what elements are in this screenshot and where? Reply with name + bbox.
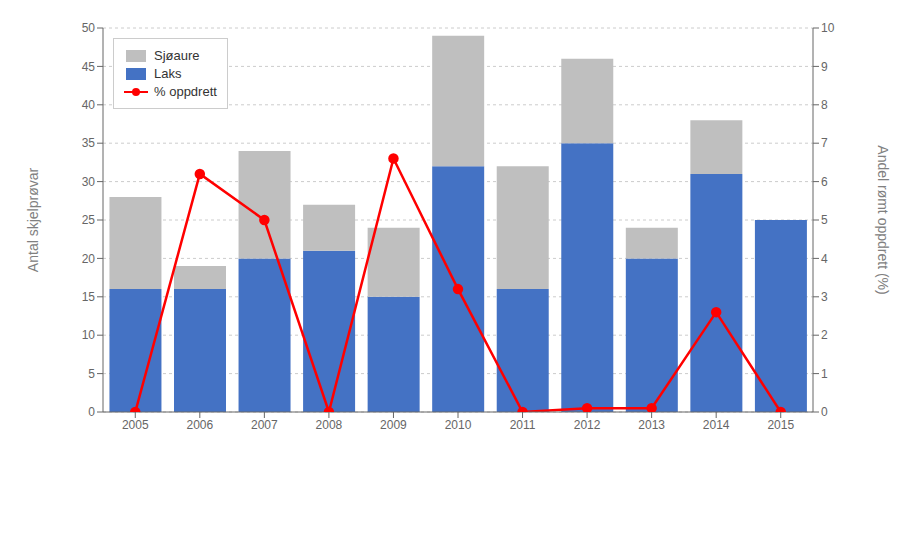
svg-text:2006: 2006 xyxy=(186,418,213,432)
svg-text:2008: 2008 xyxy=(316,418,343,432)
svg-text:2007: 2007 xyxy=(251,418,278,432)
svg-text:45: 45 xyxy=(82,60,96,74)
html-text:Laks: Laks xyxy=(154,66,182,81)
svg-text:2013: 2013 xyxy=(638,418,665,432)
svg-text:5: 5 xyxy=(88,367,95,381)
svg-text:0: 0 xyxy=(821,405,828,419)
html-text:% oppdrett: % oppdrett xyxy=(154,84,217,99)
svg-text:2005: 2005 xyxy=(122,418,149,432)
html-text:Sjøaure: Sjøaure xyxy=(154,48,200,63)
svg-text:2014: 2014 xyxy=(703,418,730,432)
svg-text:8: 8 xyxy=(821,98,828,112)
svg-text:2015: 2015 xyxy=(767,418,794,432)
svg-text:6: 6 xyxy=(821,175,828,189)
svg-text:2009: 2009 xyxy=(380,418,407,432)
svg-text:9: 9 xyxy=(821,60,828,74)
svg-text:2012: 2012 xyxy=(574,418,601,432)
svg-text:25: 25 xyxy=(82,213,96,227)
svg-text:2010: 2010 xyxy=(445,418,472,432)
svg-text:7: 7 xyxy=(821,136,828,150)
svg-text:35: 35 xyxy=(82,136,96,150)
svg-text:10: 10 xyxy=(82,328,96,342)
svg-text:10: 10 xyxy=(821,21,835,35)
svg-text:4: 4 xyxy=(821,252,828,266)
svg-text:1: 1 xyxy=(821,367,828,381)
svg-text:40: 40 xyxy=(82,98,96,112)
svg-text:15: 15 xyxy=(82,290,96,304)
svg-text:2011: 2011 xyxy=(510,418,536,432)
svg-text:0: 0 xyxy=(88,405,95,419)
svg-text:5: 5 xyxy=(821,213,828,227)
svg-text:Andel rømt oppdrett (%): Andel rømt oppdrett (%) xyxy=(875,145,891,294)
svg-text:30: 30 xyxy=(82,175,96,189)
svg-text:20: 20 xyxy=(82,252,96,266)
svg-text:2: 2 xyxy=(821,328,828,342)
svg-text:3: 3 xyxy=(821,290,828,304)
svg-text:Antal skjelprøvar: Antal skjelprøvar xyxy=(25,168,41,273)
svg-text:50: 50 xyxy=(82,21,96,35)
